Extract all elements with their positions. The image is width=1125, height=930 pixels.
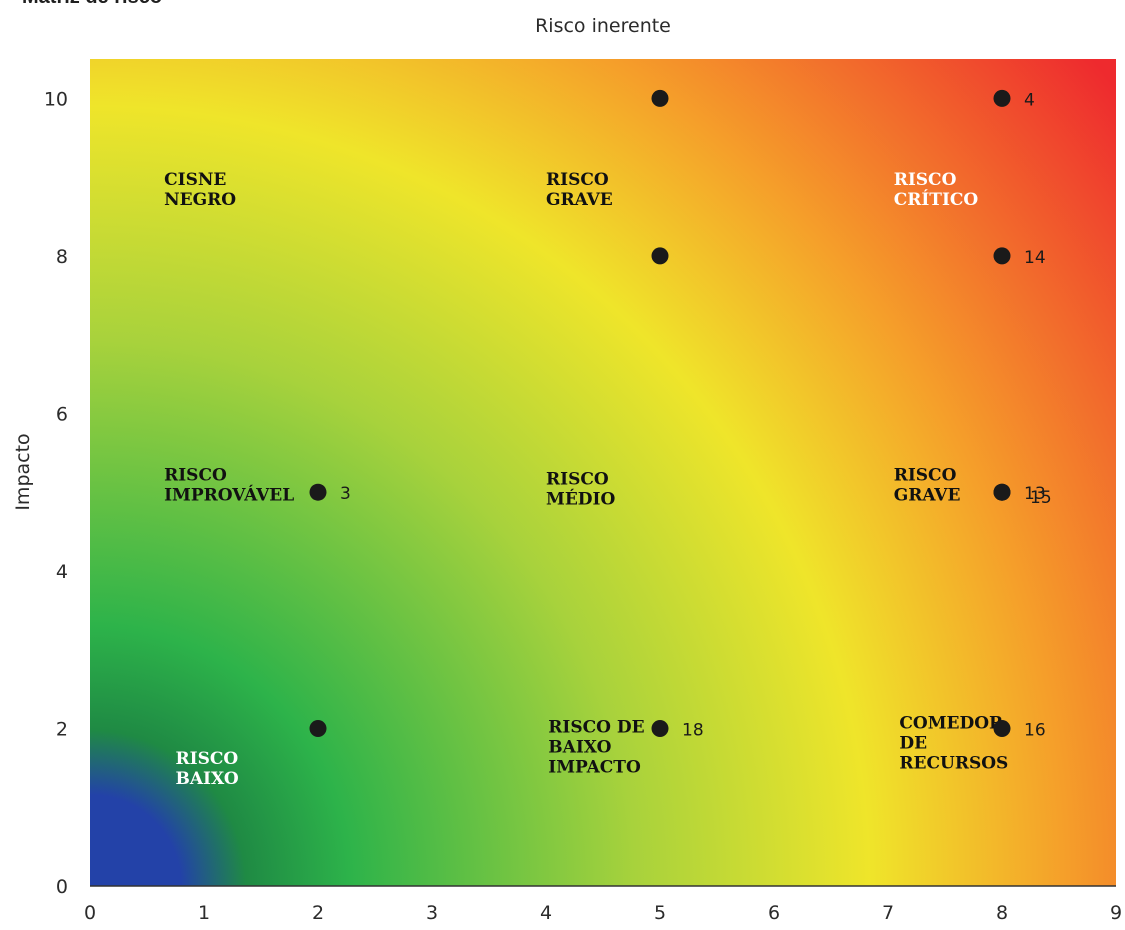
data-point (309, 483, 327, 501)
x-tick-label: 9 (1110, 902, 1122, 924)
zone-label: RISCO DE BAIXO IMPACTO (548, 717, 644, 777)
point-label: 13 (1024, 484, 1046, 504)
heatmap-background (90, 59, 1116, 886)
zone-labels: CISNE NEGRO RISCO GRAVE RISCO CRÍTICO RISCO IMP… (164, 170, 1008, 789)
x-tick-label: 4 (540, 902, 552, 924)
x-tick-label: 7 (882, 902, 894, 924)
x-tick-label: 3 (426, 902, 438, 924)
point-label: 3 (340, 484, 351, 504)
x-tick-label: 1 (198, 902, 210, 924)
data-point (651, 719, 669, 737)
data-point (651, 89, 669, 107)
y-tick-label: 0 (56, 876, 68, 898)
data-point (651, 247, 669, 265)
y-tick-label: 8 (56, 246, 68, 268)
data-point (993, 719, 1011, 737)
x-tick-label: 5 (654, 902, 666, 924)
point-label: 16 (1024, 720, 1046, 740)
zone-label: COMEDOR DE RECURSOS (899, 713, 1008, 773)
heatmap-fill (90, 59, 1116, 886)
zone-label: RISCO IMPROVÁVEL (164, 465, 294, 505)
point-label: 14 (1024, 248, 1046, 268)
y-tick-label: 6 (56, 403, 68, 425)
x-tick-label: 8 (996, 902, 1008, 924)
page-title: Matriz de risco (22, 0, 162, 9)
data-point (993, 89, 1011, 107)
x-tick-label: 0 (84, 902, 96, 924)
chart-title: Risco inerente (535, 15, 671, 37)
point-label: 18 (682, 720, 704, 740)
y-axis-title: Impacto (12, 433, 34, 510)
point-label: 15 (1030, 488, 1052, 508)
zone-label: RISCO MÉDIO (546, 469, 615, 509)
x-tick-label: 2 (312, 902, 324, 924)
y-tick-label: 4 (56, 561, 68, 583)
zone-label: RISCO CRÍTICO (894, 170, 979, 210)
y-tick-label: 10 (44, 88, 68, 110)
zone-label: CISNE NEGRO (164, 170, 236, 210)
y-tick-label: 2 (56, 718, 68, 740)
point-label: 4 (1024, 90, 1035, 110)
data-point (993, 247, 1011, 265)
zone-label: RISCO BAIXO (176, 749, 239, 789)
x-tick-label: 6 (768, 902, 780, 924)
axes: 0 1 2 3 4 5 6 7 8 9 0 2 4 6 8 10 (44, 88, 1122, 924)
data-point (309, 719, 327, 737)
data-point (993, 483, 1011, 501)
zone-label: RISCO GRAVE (546, 170, 613, 210)
zone-label: RISCO GRAVE (894, 465, 961, 505)
